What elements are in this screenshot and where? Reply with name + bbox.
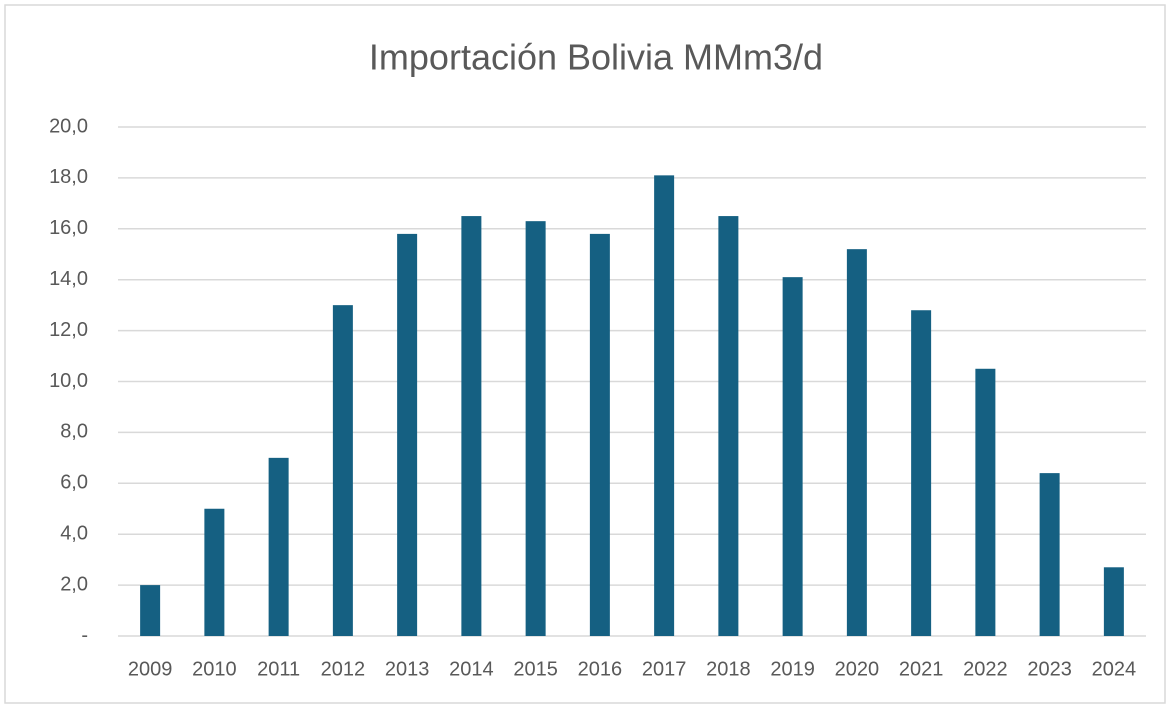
x-tick-label: 2016 [578, 658, 623, 680]
bar [846, 249, 867, 636]
x-tick-label: 2020 [835, 658, 880, 680]
chart-frame [4, 4, 1166, 704]
bar [140, 585, 161, 636]
y-tick-label: - [81, 624, 88, 646]
bar [975, 368, 996, 636]
bar [589, 233, 610, 636]
x-tick-label: 2024 [1092, 658, 1137, 680]
x-tick-label: 2012 [321, 658, 366, 680]
y-tick-label: 4,0 [60, 522, 88, 544]
chart-title: Importación Bolivia MMm3/d [369, 37, 823, 78]
x-tick-label: 2021 [899, 658, 944, 680]
bar [461, 216, 482, 636]
bar [397, 233, 418, 636]
bar [525, 221, 546, 637]
bar [718, 216, 739, 636]
x-tick-label: 2018 [706, 658, 751, 680]
bar [204, 508, 225, 636]
bar [1103, 567, 1124, 636]
x-tick-label: 2014 [449, 658, 494, 680]
y-tick-label: 16,0 [49, 217, 88, 239]
x-tick-label: 2022 [963, 658, 1008, 680]
x-tick-label: 2013 [385, 658, 430, 680]
bar [654, 175, 675, 637]
y-tick-label: 20,0 [49, 115, 88, 137]
y-tick-label: 6,0 [60, 472, 88, 494]
x-tick-label: 2011 [257, 658, 300, 680]
bar [268, 457, 289, 636]
y-tick-label: 10,0 [49, 370, 88, 392]
x-tick-label: 2017 [642, 658, 687, 680]
x-tick-label: 2009 [128, 658, 173, 680]
bar [1039, 473, 1060, 636]
y-tick-label: 18,0 [49, 166, 88, 188]
y-tick-label: 14,0 [49, 268, 88, 290]
y-tick-label: 2,0 [60, 573, 88, 595]
x-tick-label: 2023 [1027, 658, 1072, 680]
bar [332, 305, 353, 636]
x-tick-label: 2019 [770, 658, 815, 680]
bar [782, 277, 803, 636]
x-tick-label: 2015 [513, 658, 558, 680]
x-tick-label: 2010 [192, 658, 237, 680]
y-tick-label: 8,0 [60, 421, 88, 443]
y-tick-label: 12,0 [49, 319, 88, 341]
bar [911, 310, 932, 636]
